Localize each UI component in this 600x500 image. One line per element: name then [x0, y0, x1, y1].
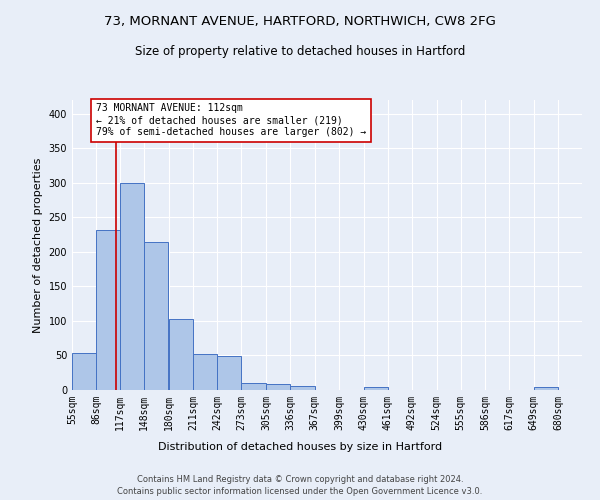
Bar: [266, 384, 290, 390]
Text: Contains HM Land Registry data © Crown copyright and database right 2024.: Contains HM Land Registry data © Crown c…: [137, 475, 463, 484]
Text: 73 MORNANT AVENUE: 112sqm
← 21% of detached houses are smaller (219)
79% of semi: 73 MORNANT AVENUE: 112sqm ← 21% of detac…: [96, 104, 367, 136]
Y-axis label: Number of detached properties: Number of detached properties: [33, 158, 43, 332]
Bar: [534, 387, 558, 390]
Text: Distribution of detached houses by size in Hartford: Distribution of detached houses by size …: [158, 442, 442, 452]
Bar: [96, 230, 120, 390]
Bar: [217, 356, 241, 390]
Bar: [72, 354, 96, 390]
Bar: [193, 354, 217, 390]
Bar: [169, 319, 193, 390]
Text: Contains public sector information licensed under the Open Government Licence v3: Contains public sector information licen…: [118, 488, 482, 496]
Bar: [145, 242, 169, 390]
Text: 73, MORNANT AVENUE, HARTFORD, NORTHWICH, CW8 2FG: 73, MORNANT AVENUE, HARTFORD, NORTHWICH,…: [104, 15, 496, 28]
Bar: [241, 383, 266, 390]
Bar: [120, 183, 145, 390]
Text: Size of property relative to detached houses in Hartford: Size of property relative to detached ho…: [135, 45, 465, 58]
Bar: [290, 386, 314, 390]
Bar: [364, 386, 388, 390]
